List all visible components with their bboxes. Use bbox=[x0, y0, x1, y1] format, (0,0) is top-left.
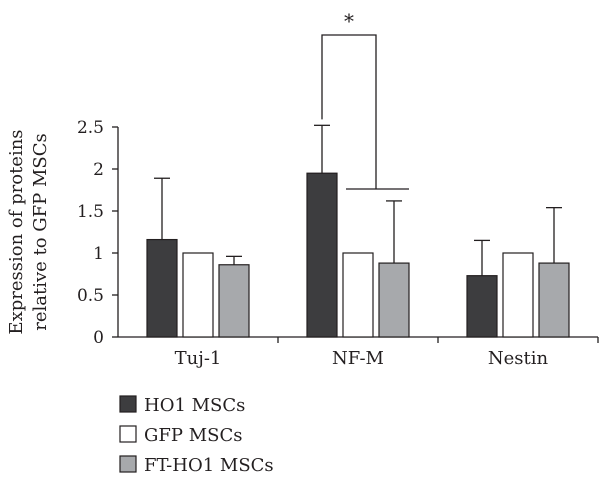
x-ticks bbox=[277, 337, 599, 343]
legend-swatch bbox=[119, 425, 137, 443]
bar-gfp-mscs-nf-m bbox=[342, 252, 374, 338]
x-category-label: Nestin bbox=[488, 348, 549, 369]
bar-ho1-mscs-nestin bbox=[466, 275, 498, 338]
y-tick-label: 1.5 bbox=[77, 202, 104, 222]
y-tick-label: 0 bbox=[93, 328, 104, 348]
legend-label: HO1 MSCs bbox=[144, 395, 245, 416]
significance-bracket: * bbox=[321, 9, 409, 190]
bar-ho1-mscs-tuj-1 bbox=[146, 238, 178, 338]
y-axis-label: Expression of proteins relative to GFP M… bbox=[6, 129, 51, 334]
error-bars bbox=[154, 124, 562, 276]
bar-ho1-mscs-nf-m bbox=[306, 172, 338, 338]
y-axis-label-line-2: relative to GFP MSCs bbox=[30, 133, 51, 331]
significance-asterisk: * bbox=[344, 9, 354, 33]
x-category-label: Tuj-1 bbox=[175, 348, 222, 369]
significance-bracket-line bbox=[321, 34, 377, 189]
legend-swatch bbox=[119, 455, 137, 473]
legend-label: FT-HO1 MSCs bbox=[144, 455, 274, 476]
y-ticks: 0 0.5 1 1.5 2 2.5 bbox=[77, 118, 118, 348]
bar-ft-ho1-mscs-tuj-1 bbox=[218, 264, 250, 338]
bars bbox=[146, 172, 570, 338]
y-tick-label: 0.5 bbox=[77, 286, 104, 306]
y-axis-label-line-1: Expression of proteins bbox=[6, 129, 27, 334]
bar-ft-ho1-mscs-nestin bbox=[538, 262, 570, 338]
legend-swatch bbox=[119, 395, 137, 413]
x-category-label: NF-M bbox=[332, 348, 384, 369]
legend: HO1 MSCs GFP MSCs FT-HO1 MSCs bbox=[119, 395, 274, 476]
legend-label: GFP MSCs bbox=[144, 425, 242, 446]
y-tick-label: 2 bbox=[93, 160, 104, 180]
y-tick-label: 1 bbox=[93, 244, 104, 264]
y-tick-label: 2.5 bbox=[77, 118, 104, 138]
bar-gfp-mscs-nestin bbox=[502, 252, 534, 338]
bar-gfp-mscs-tuj-1 bbox=[182, 252, 214, 338]
bar-ft-ho1-mscs-nf-m bbox=[378, 262, 410, 338]
category-labels: Tuj-1 NF-M Nestin bbox=[175, 348, 549, 369]
